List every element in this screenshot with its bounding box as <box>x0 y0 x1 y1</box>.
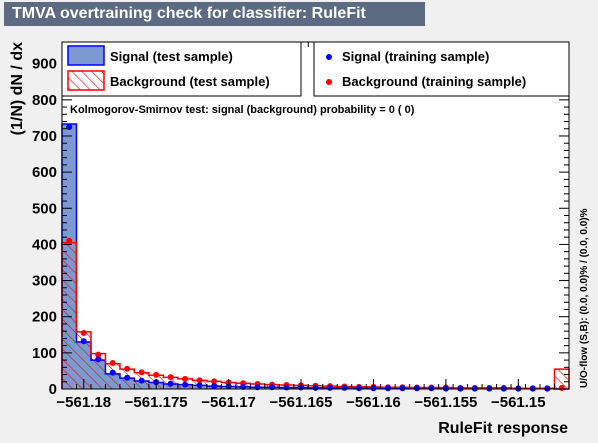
point-signal-training-23 <box>399 385 406 392</box>
x-tick-label-3: −561.165 <box>270 394 333 411</box>
point-signal-training-25 <box>428 385 435 392</box>
x-tick-label-1: −561.175 <box>125 394 188 411</box>
point-signal-training-9 <box>196 382 203 389</box>
ks-test-text: Kolmogorov-Smirnov test: signal (backgro… <box>70 104 415 116</box>
point-background-training-34 <box>558 384 565 391</box>
legend-box-right <box>313 41 570 97</box>
x-axis-label: RuleFit response <box>438 420 568 437</box>
y-tick-label-300: 300 <box>32 273 57 290</box>
y-tick-label-100: 100 <box>32 345 57 362</box>
y-axis-label: (1/N) dN / dx <box>9 42 26 135</box>
point-signal-training-1 <box>80 338 87 345</box>
x-tick-label-0: −561.18 <box>56 394 111 411</box>
point-background-training-7 <box>167 374 174 381</box>
point-signal-training-5 <box>138 377 145 384</box>
point-signal-training-3 <box>109 369 116 376</box>
legend-swatch-background-test <box>67 70 105 91</box>
legend-marker-background-training <box>326 79 332 85</box>
y-tick-label-600: 600 <box>32 164 57 181</box>
point-signal-training-12 <box>240 383 247 390</box>
point-signal-training-22 <box>384 385 391 392</box>
point-signal-training-15 <box>283 384 290 391</box>
point-background-training-1 <box>80 329 87 336</box>
y-tick-label-700: 700 <box>32 128 57 145</box>
bar-background-test-2 <box>90 353 106 389</box>
point-background-training-10 <box>211 378 218 385</box>
legend-label-signal-test: Signal (test sample) <box>110 49 233 64</box>
legend-label-background-training: Background (training sample) <box>342 74 526 89</box>
y-tick-label-500: 500 <box>32 200 57 217</box>
y-tick-label-0: 0 <box>49 381 57 398</box>
point-background-training-4 <box>124 365 131 372</box>
point-background-training-3 <box>109 359 116 366</box>
x-tick-label-5: −561.155 <box>414 394 477 411</box>
point-signal-training-17 <box>312 384 319 391</box>
point-signal-training-20 <box>355 385 362 392</box>
y-tick-label-800: 800 <box>32 92 57 109</box>
y-tick-label-200: 200 <box>32 309 57 326</box>
x-tick-label-6: −561.15 <box>491 394 546 411</box>
point-signal-training-7 <box>167 380 174 387</box>
legend-swatch-signal-test <box>67 45 105 66</box>
overflow-text: U/O-flow (S,B): (0.0, 0.0)% / (0.0, 0.0)… <box>579 208 590 388</box>
point-background-training-6 <box>153 371 160 378</box>
legend-label-signal-training: Signal (training sample) <box>342 49 489 64</box>
point-background-training-2 <box>95 351 102 358</box>
point-signal-training-18 <box>326 384 333 391</box>
point-signal-training-4 <box>124 374 131 381</box>
y-tick-label-400: 400 <box>32 236 57 253</box>
point-signal-training-2 <box>95 356 102 363</box>
x-tick-label-4: −561.16 <box>346 394 401 411</box>
window-title: TMVA overtraining check for classifier: … <box>4 2 425 26</box>
point-background-training-8 <box>182 375 189 382</box>
point-background-training-5 <box>138 369 145 376</box>
point-background-training-9 <box>196 377 203 384</box>
point-signal-training-24 <box>413 385 420 392</box>
legend-label-background-test: Background (test sample) <box>110 74 270 89</box>
point-signal-training-8 <box>182 381 189 388</box>
plot-area <box>62 42 569 389</box>
point-signal-training-0 <box>66 123 73 130</box>
point-background-training-0 <box>66 237 73 244</box>
bar-background-test-1 <box>76 331 91 389</box>
point-signal-training-19 <box>341 384 348 391</box>
point-signal-training-10 <box>211 383 218 390</box>
x-tick-label-2: −561.17 <box>201 394 256 411</box>
legend-marker-signal-training <box>326 54 332 60</box>
bar-background-test-3 <box>105 363 120 389</box>
y-tick-label-900: 900 <box>32 56 57 73</box>
